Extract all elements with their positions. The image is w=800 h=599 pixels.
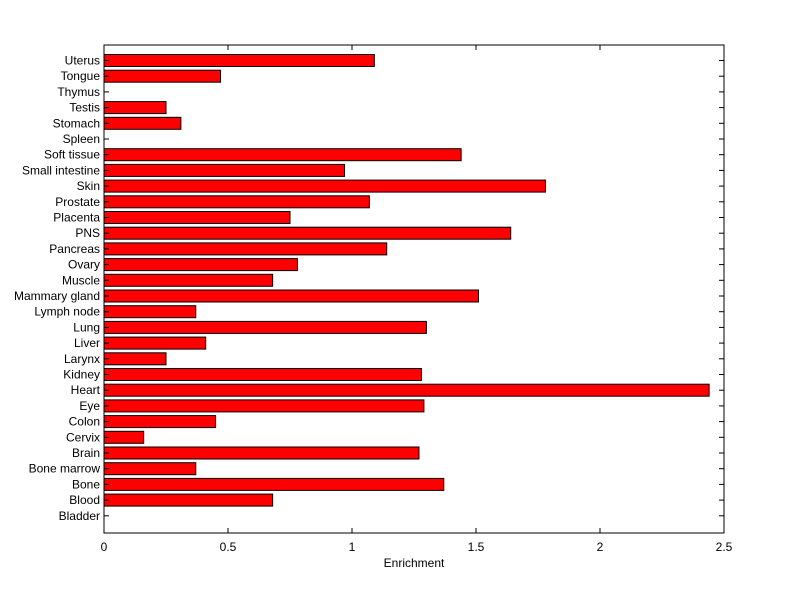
- y-tick-label: Heart: [71, 383, 101, 397]
- plot-frame: [103, 44, 725, 534]
- bar-bone-marrow: [103, 462, 197, 476]
- bar-bone: [103, 477, 445, 491]
- y-tick-label: Liver: [74, 336, 100, 350]
- y-tick-label: Pancreas: [49, 242, 100, 256]
- y-tick-label: PNS: [75, 226, 100, 240]
- bar-tongue: [103, 69, 222, 83]
- y-tick-label: Uterus: [65, 54, 100, 68]
- y-tick-label: Eye: [79, 399, 100, 413]
- y-tick-label: Larynx: [64, 352, 100, 366]
- bar-larynx: [103, 352, 167, 366]
- y-tick-label: Lung: [73, 320, 100, 334]
- y-tick-label: Placenta: [53, 211, 100, 225]
- bar-small-intestine: [103, 163, 346, 177]
- y-tick-label: Brain: [72, 446, 100, 460]
- y-tick-label: Skin: [77, 179, 100, 193]
- bar-uterus: [103, 54, 375, 67]
- x-axis-ticks: 0 0.5 1 1.5 2 2.5: [101, 45, 733, 554]
- y-tick-label: Prostate: [55, 195, 100, 209]
- bar-eye: [103, 399, 425, 413]
- bar-lung: [103, 320, 427, 334]
- x-tick-label: 1: [349, 540, 356, 554]
- x-tick-label: 0: [101, 540, 108, 554]
- bar-heart: [103, 383, 710, 397]
- bar-testis: [103, 101, 167, 115]
- bar-lymph-node: [103, 305, 197, 319]
- y-tick-label: Cervix: [66, 430, 100, 444]
- plot-area: [104, 45, 724, 533]
- y-tick-label: Muscle: [62, 273, 100, 287]
- bar-stomach: [103, 116, 182, 130]
- y-tick-label: Kidney: [63, 368, 100, 382]
- y-tick-label: Lymph node: [34, 305, 100, 319]
- y-tick-label: Bone: [72, 477, 100, 491]
- bar-kidney: [103, 368, 422, 381]
- bar-colon: [103, 415, 217, 429]
- bar-mammary-gland: [103, 289, 479, 303]
- x-tick-label: 0.5: [220, 540, 237, 554]
- y-tick-label: Tongue: [61, 69, 101, 83]
- bar-muscle: [103, 273, 274, 287]
- y-tick-label: Bone marrow: [29, 462, 101, 476]
- bar-placenta: [103, 211, 291, 224]
- bar-prostate: [103, 195, 370, 209]
- bar-pns: [103, 226, 512, 240]
- y-tick-label: Spleen: [63, 132, 100, 146]
- y-tick-label: Thymus: [57, 85, 100, 99]
- y-tick-label: Small intestine: [22, 163, 100, 177]
- y-tick-label: Mammary gland: [14, 289, 100, 303]
- bar-skin: [103, 179, 546, 193]
- bar-brain: [103, 446, 420, 460]
- bar-soft-tissue: [103, 148, 462, 162]
- bar-cervix: [103, 430, 145, 444]
- bar-ovary: [103, 258, 298, 272]
- x-axis-title: Enrichment: [384, 556, 445, 570]
- bar-pancreas: [103, 242, 388, 256]
- x-tick-label: 2: [597, 540, 604, 554]
- y-tick-label: Ovary: [68, 258, 100, 272]
- y-tick-label: Stomach: [53, 116, 100, 130]
- y-tick-label: Soft tissue: [44, 148, 100, 162]
- y-tick-label: Bladder: [59, 509, 100, 523]
- bar-liver: [103, 336, 207, 350]
- x-tick-label: 1.5: [468, 540, 485, 554]
- y-tick-label: Colon: [69, 415, 100, 429]
- bar-blood: [103, 493, 274, 507]
- y-tick-label: Testis: [69, 101, 100, 115]
- x-tick-label: 2.5: [716, 540, 733, 554]
- y-tick-label: Blood: [69, 493, 100, 507]
